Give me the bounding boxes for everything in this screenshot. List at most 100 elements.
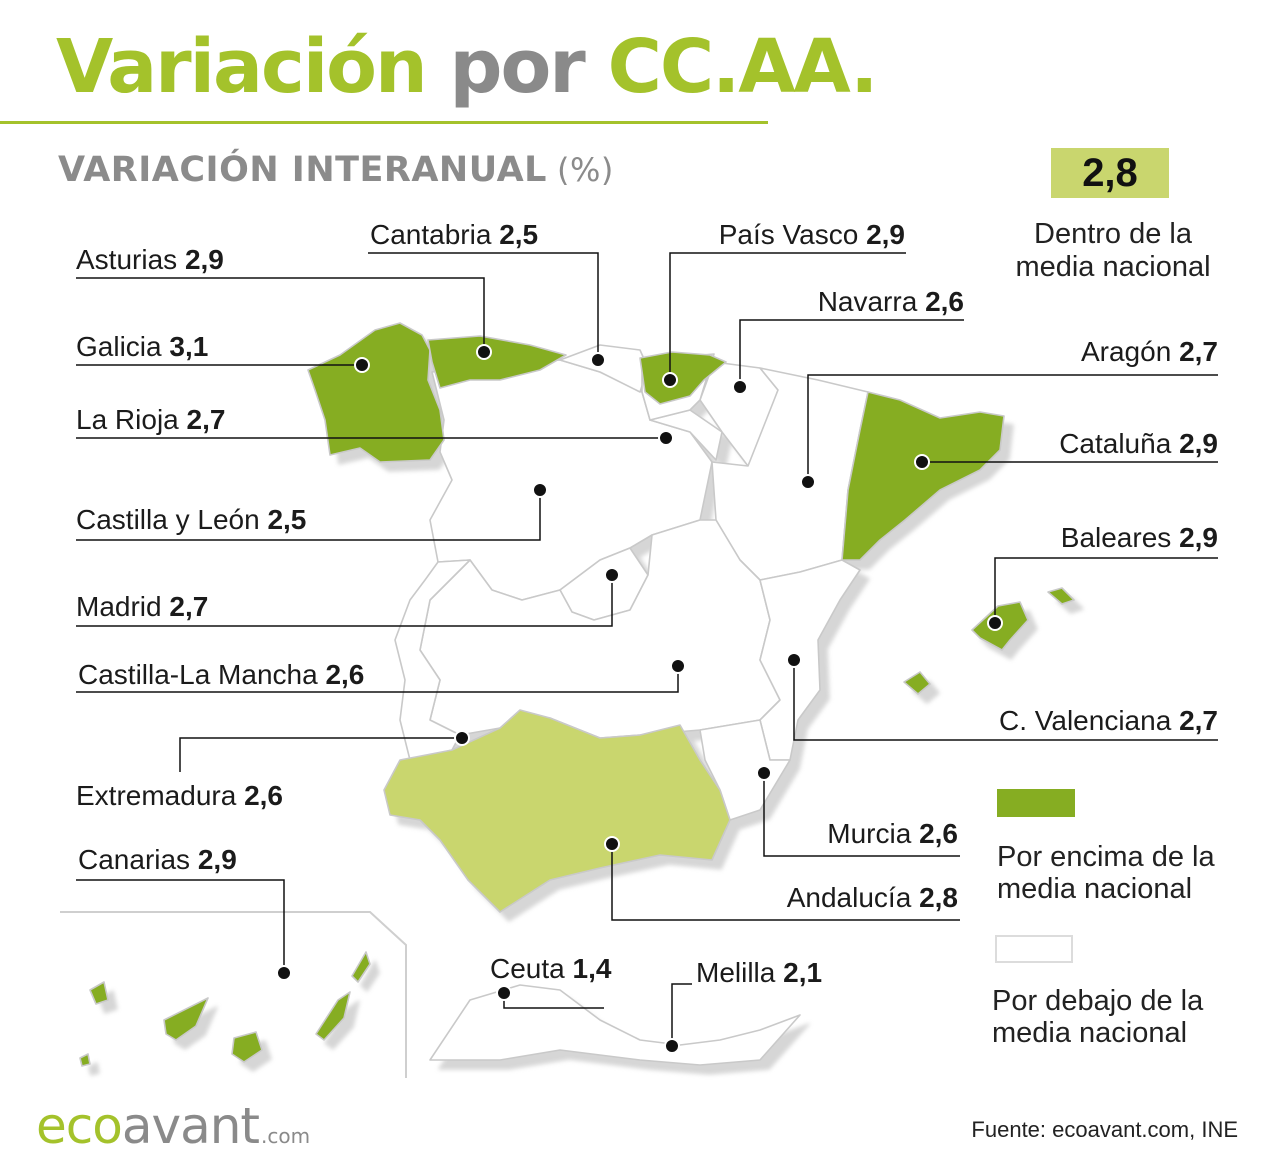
- region-cataluna: [841, 391, 1005, 561]
- region-baleares-ibiza: [903, 671, 931, 695]
- label-murcia-value: 2,6: [919, 818, 958, 849]
- label-la-rioja-value: 2,7: [186, 404, 226, 435]
- leader-aragon: [807, 374, 1218, 482]
- marker-la-rioja: [658, 430, 674, 446]
- label-la-rioja-name: La Rioja: [76, 404, 179, 435]
- label-asturias: Asturias 2,9: [76, 244, 224, 276]
- subtitle: VARIACIÓN INTERANUAL (%): [58, 150, 614, 190]
- label-baleares-value: 2,9: [1179, 522, 1218, 553]
- marker-cantabria: [590, 352, 606, 368]
- legend-below-swatch: [995, 935, 1073, 963]
- label-cantabria-name: Cantabria: [370, 219, 492, 250]
- leader-murcia: [763, 773, 960, 857]
- label-melilla-value: 2,1: [783, 957, 823, 988]
- label-navarra: Navarra 2,6: [818, 286, 964, 318]
- source-note: Fuente: ecoavant.com, INE: [971, 1117, 1238, 1142]
- region-canarias-island-2: [163, 997, 209, 1041]
- logo-eco: eco: [36, 1097, 123, 1155]
- marker-navarra: [732, 379, 748, 395]
- national-average-caption: Dentro de la media nacional: [1015, 218, 1211, 283]
- label-cantabria-value: 2,5: [499, 219, 539, 250]
- leader-extremadura: [179, 737, 462, 772]
- label-ceuta-value: 1,4: [572, 953, 612, 984]
- marker-melilla: [664, 1038, 680, 1054]
- title-underline: [0, 121, 768, 124]
- leader-lines: [76, 252, 1218, 1046]
- label-murcia: Murcia 2,6: [827, 818, 958, 850]
- label-canarias-name: Canarias: [78, 844, 191, 875]
- label-castilla-leon: Castilla y León 2,5: [76, 504, 306, 536]
- label-valenciana-name: C. Valenciana: [999, 705, 1172, 736]
- region-canarias-island-1: [89, 981, 109, 1005]
- label-baleares-name: Baleares: [1060, 522, 1172, 553]
- leader-baleares: [994, 557, 1218, 623]
- label-cataluna-value: 2,9: [1179, 428, 1218, 459]
- label-murcia-name: Murcia: [827, 818, 912, 849]
- label-galicia-name: Galicia: [76, 331, 162, 362]
- region-canarias-island-3: [231, 1031, 263, 1063]
- label-castilla-mancha-name: Castilla-La Mancha: [78, 659, 318, 690]
- label-valenciana: C. Valenciana 2,7: [999, 705, 1218, 737]
- label-andalucia-name: Andalucía: [786, 882, 912, 913]
- label-aragon-name: Aragón: [1080, 336, 1172, 367]
- marker-pais-vasco: [662, 372, 678, 388]
- region-markers: [276, 344, 1003, 1054]
- legend-above-label: Por encima de la media nacional: [997, 841, 1215, 905]
- label-madrid-value: 2,7: [169, 591, 209, 622]
- marker-galicia: [354, 357, 370, 373]
- leader-pais-vasco: [669, 252, 906, 380]
- legend-below-label: Por debajo de la media nacional: [992, 985, 1204, 1049]
- region-ceuta-coast: [429, 984, 801, 1066]
- region-baleares-menorca: [1047, 587, 1075, 605]
- label-cataluna: Cataluña 2,9: [1059, 428, 1218, 460]
- marker-extremadura: [454, 730, 470, 746]
- label-baleares: Baleares 2,9: [1061, 522, 1218, 554]
- region-c-valenciana: [759, 559, 861, 761]
- title-part-1: Variación: [56, 24, 428, 110]
- label-canarias: Canarias 2,9: [78, 844, 237, 876]
- infographic-title: Variación por CC.AA.: [56, 22, 879, 112]
- logo-avant: avant: [121, 1097, 260, 1155]
- label-extremadura-name: Extremadura: [76, 780, 237, 811]
- label-aragon: Aragón 2,7: [1081, 336, 1218, 368]
- marker-cataluna: [914, 454, 930, 470]
- label-asturias-value: 2,9: [184, 244, 224, 275]
- title-part-3: CC.AA.: [607, 24, 879, 110]
- marker-aragon: [800, 474, 816, 490]
- marker-ceuta: [496, 985, 512, 1001]
- region-canarias-island-5: [351, 951, 371, 983]
- label-ceuta: Ceuta 1,4: [490, 953, 611, 985]
- region-galicia: [307, 322, 445, 463]
- label-andalucia: Andalucía 2,8: [787, 882, 958, 914]
- leader-asturias: [76, 277, 485, 352]
- label-madrid: Madrid 2,7: [76, 591, 208, 623]
- label-pais-vasco-value: 2,9: [866, 219, 905, 250]
- legend-above-swatch: [997, 789, 1075, 817]
- label-cataluna-name: Cataluña: [1059, 428, 1172, 459]
- label-extremadura: Extremadura 2,6: [76, 780, 283, 812]
- region-asturias: [427, 335, 567, 389]
- marker-andalucia: [604, 836, 620, 852]
- region-canarias-island-4: [315, 991, 351, 1041]
- label-valenciana-value: 2,7: [1179, 705, 1218, 736]
- marker-asturias: [476, 344, 492, 360]
- leader-navarra: [739, 319, 964, 387]
- label-castilla-leon-value: 2,5: [267, 504, 307, 535]
- marker-castilla-mancha: [670, 658, 686, 674]
- label-galicia-value: 3,1: [169, 331, 209, 362]
- ecoavant-logo: ecoavant .com: [36, 1098, 310, 1164]
- title-part-2: por: [449, 24, 585, 110]
- label-canarias-value: 2,9: [197, 844, 237, 875]
- leader-madrid: [76, 575, 613, 627]
- leader-canarias: [76, 879, 285, 973]
- label-castilla-mancha-value: 2,6: [325, 659, 365, 690]
- label-la-rioja: La Rioja 2,7: [76, 404, 225, 436]
- national-average-badge: 2,8: [1051, 148, 1169, 198]
- region-andalucia: [383, 709, 731, 913]
- region-canarias-island-6: [79, 1053, 91, 1067]
- marker-murcia: [756, 765, 772, 781]
- leader-valenciana: [793, 660, 1218, 741]
- label-ceuta-name: Ceuta: [490, 953, 565, 984]
- region-pais-vasco: [639, 351, 727, 405]
